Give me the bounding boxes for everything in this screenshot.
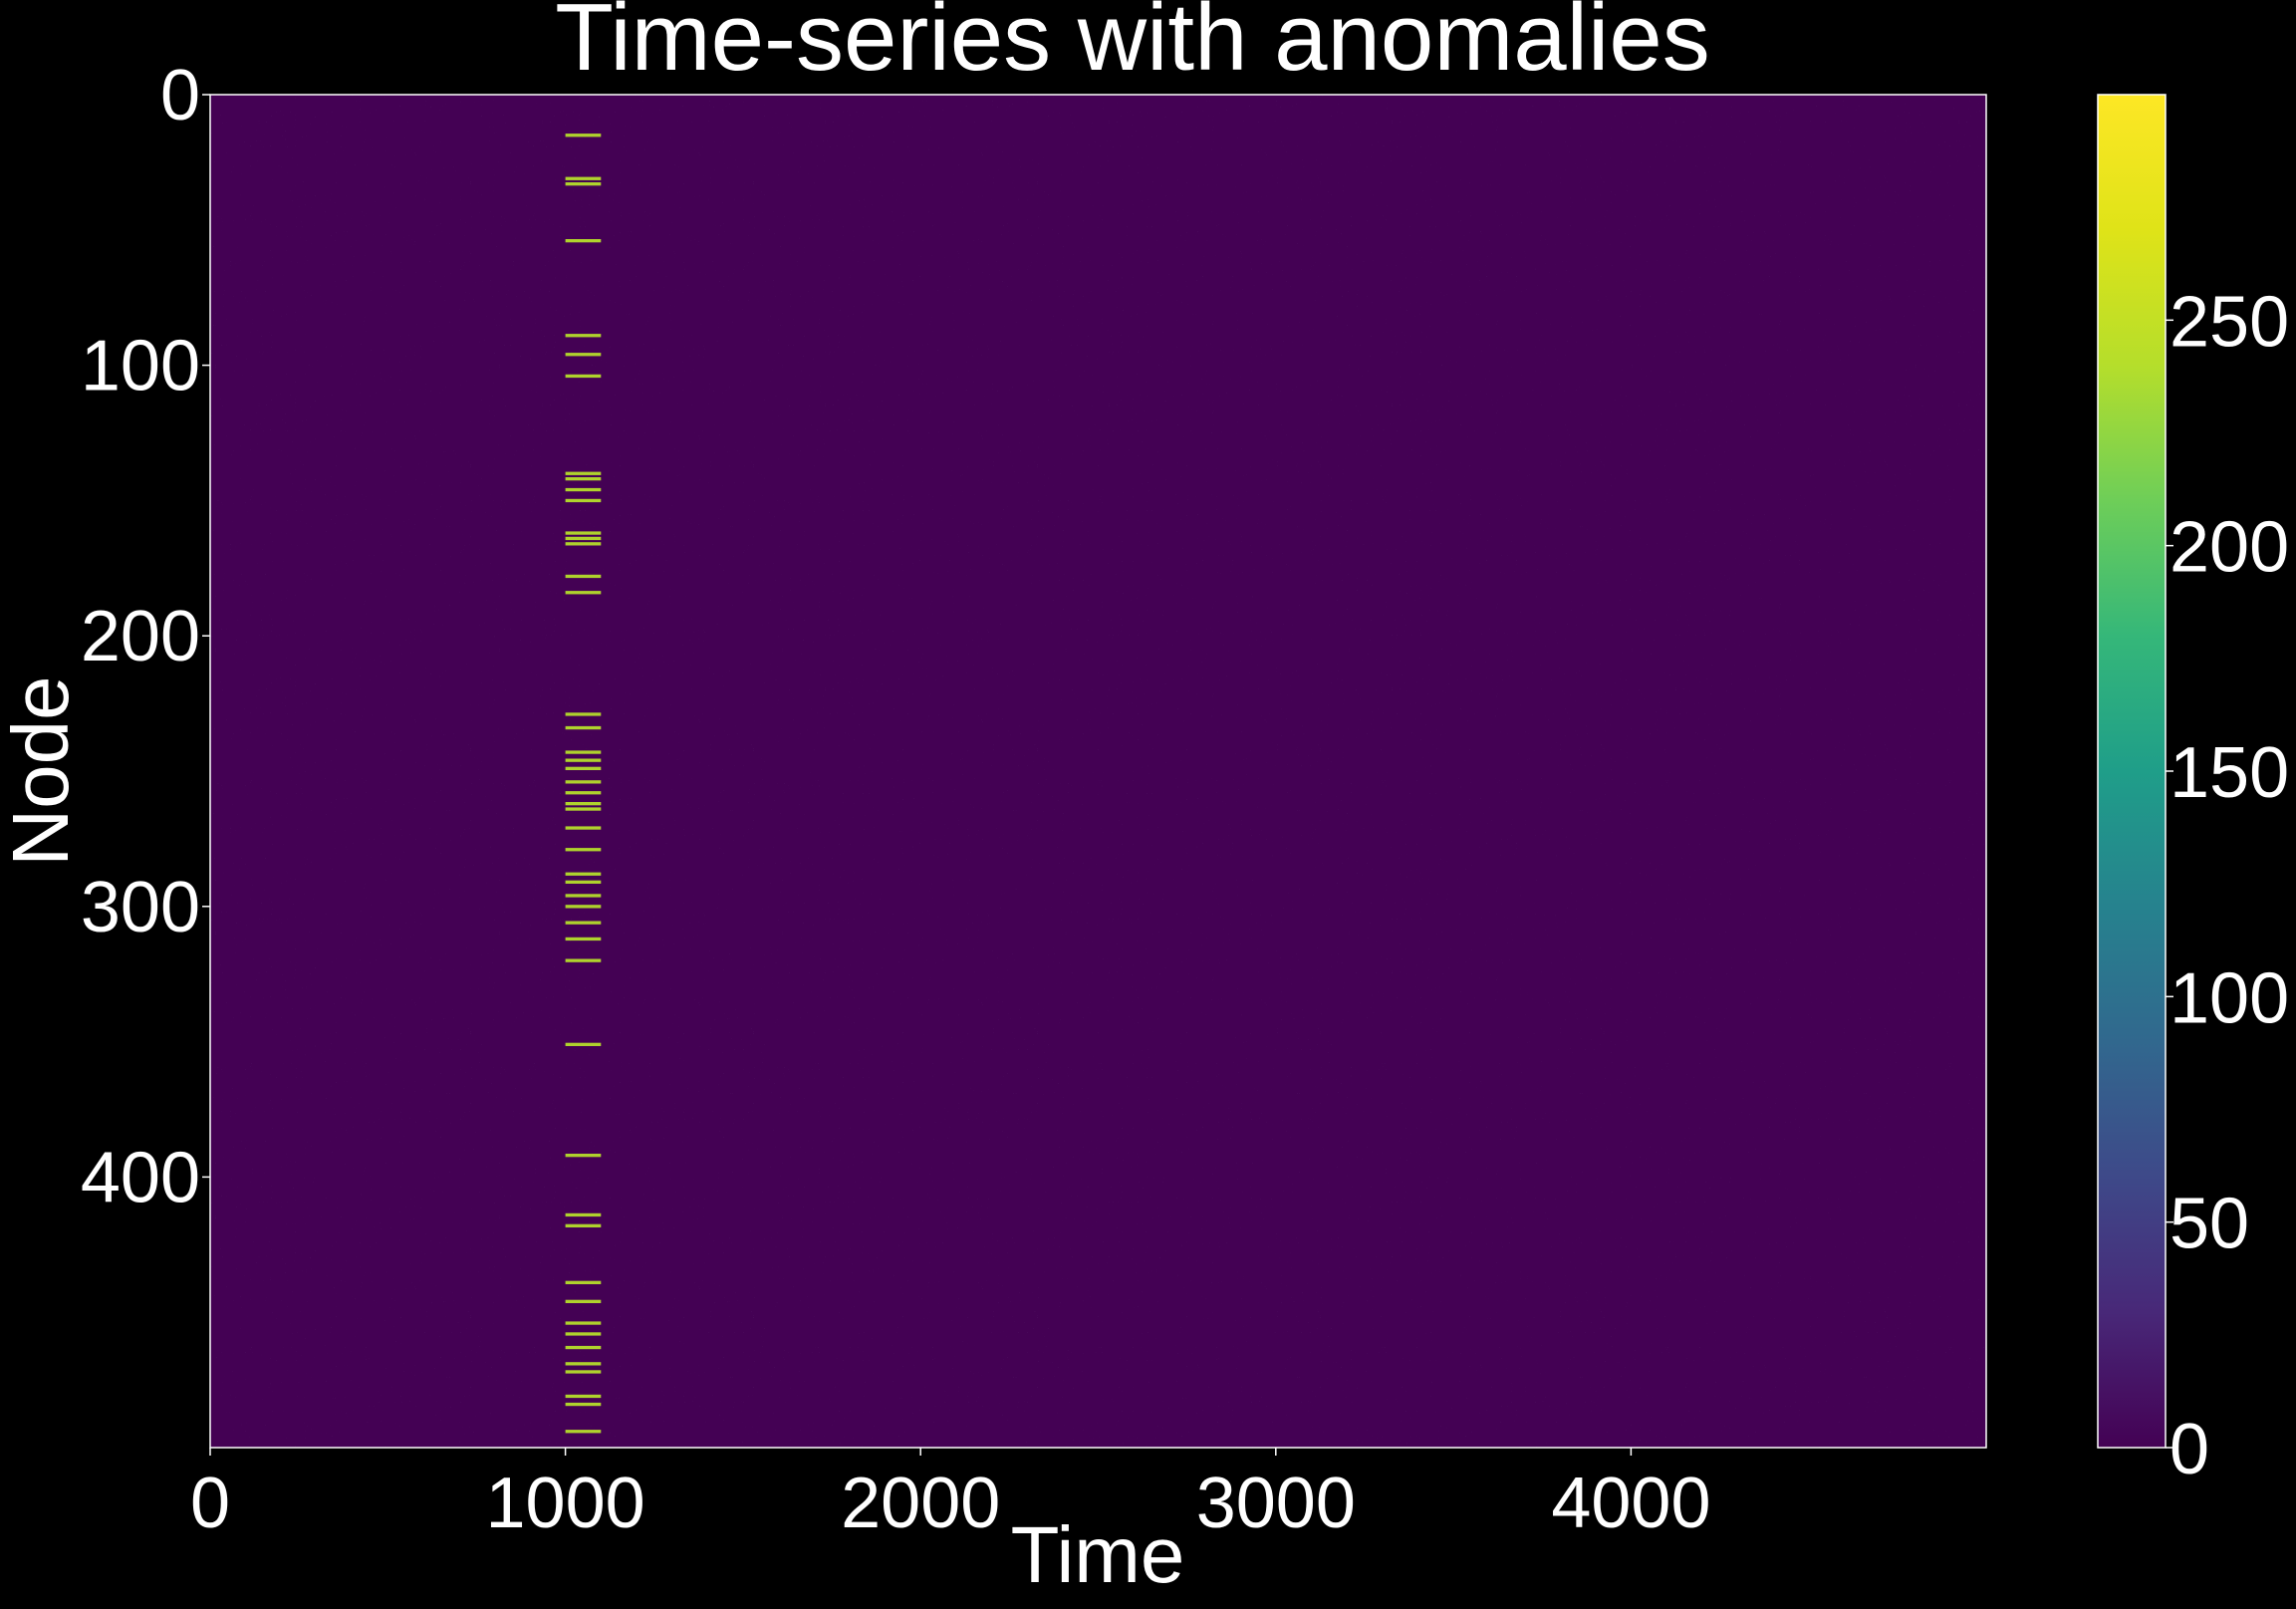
y-axis-label: Node bbox=[0, 675, 85, 866]
anomaly-line bbox=[565, 750, 602, 754]
anomaly-line bbox=[565, 1223, 602, 1227]
anomaly-line bbox=[565, 1345, 602, 1350]
anomaly-line bbox=[565, 1042, 602, 1046]
anomaly-line bbox=[565, 1212, 602, 1217]
anomaly-line bbox=[565, 498, 602, 503]
anomaly-line bbox=[565, 802, 602, 806]
plot-frame bbox=[209, 94, 1987, 1449]
anomaly-line bbox=[565, 780, 602, 784]
anomaly-line bbox=[565, 471, 602, 475]
anomaly-line bbox=[565, 1321, 602, 1325]
anomaly-line bbox=[565, 591, 602, 595]
colorbar-tick-label: 50 bbox=[2169, 1185, 2249, 1264]
anomaly-line bbox=[565, 477, 602, 481]
anomaly-line bbox=[565, 531, 602, 535]
anomaly-line bbox=[565, 872, 602, 876]
anomaly-line bbox=[565, 239, 602, 243]
x-tick-label: 4000 bbox=[1551, 1464, 1710, 1543]
y-tick-label: 100 bbox=[81, 327, 200, 406]
y-tick-label: 300 bbox=[81, 868, 200, 947]
heatmap-noise bbox=[210, 95, 1986, 1448]
plot-area bbox=[209, 94, 1987, 1449]
chart-title: Time-series with anomalies bbox=[555, 0, 1709, 91]
anomaly-line bbox=[565, 937, 602, 941]
anomaly-line bbox=[565, 1402, 602, 1407]
anomaly-line bbox=[565, 1430, 602, 1434]
anomaly-line bbox=[565, 1394, 602, 1399]
anomaly-line bbox=[565, 334, 602, 338]
anomaly-line bbox=[565, 176, 602, 180]
anomaly-line bbox=[565, 958, 602, 962]
colorbar-tick-label: 150 bbox=[2169, 733, 2289, 813]
anomaly-line bbox=[565, 1280, 602, 1284]
anomaly-line bbox=[565, 712, 602, 716]
anomaly-line bbox=[565, 848, 602, 852]
anomaly-layer bbox=[565, 134, 602, 1434]
y-tick-label: 400 bbox=[81, 1138, 200, 1217]
colorbar-tick-label: 0 bbox=[2169, 1410, 2209, 1489]
anomaly-line bbox=[565, 1370, 602, 1374]
anomaly-line bbox=[565, 758, 602, 762]
anomaly-line bbox=[565, 921, 602, 925]
x-tick-label: 3000 bbox=[1196, 1464, 1356, 1543]
colorbar-tick-label: 250 bbox=[2169, 282, 2289, 362]
anomaly-line bbox=[565, 807, 602, 811]
anomaly-line bbox=[565, 725, 602, 730]
anomaly-line bbox=[565, 766, 602, 770]
y-tick-label: 200 bbox=[81, 597, 200, 676]
colorbar-tick-label: 200 bbox=[2169, 508, 2289, 588]
anomaly-line bbox=[565, 374, 602, 379]
y-axis: 0 100 200 300 400 bbox=[81, 56, 210, 1217]
anomaly-line bbox=[565, 1362, 602, 1366]
anomaly-line bbox=[565, 182, 602, 186]
y-tick-label: 0 bbox=[160, 56, 200, 135]
anomaly-line bbox=[565, 880, 602, 884]
colorbar-tick-label: 100 bbox=[2169, 958, 2289, 1038]
x-tick-label: 2000 bbox=[841, 1464, 1000, 1543]
x-tick-label: 0 bbox=[190, 1464, 230, 1543]
colorbar-gradient bbox=[2097, 94, 2167, 1449]
x-tick-label: 1000 bbox=[486, 1464, 645, 1543]
anomaly-line bbox=[565, 134, 602, 137]
x-axis-label: Time bbox=[1011, 1510, 1185, 1599]
anomaly-line bbox=[565, 826, 602, 830]
anomaly-line bbox=[565, 487, 602, 492]
anomaly-line bbox=[565, 905, 602, 909]
anomaly-line bbox=[565, 353, 602, 357]
anomaly-line bbox=[565, 1154, 602, 1158]
anomaly-line bbox=[565, 542, 602, 546]
colorbar: 0 50 100 150 200 250 bbox=[2097, 94, 2289, 1489]
anomaly-line bbox=[565, 574, 602, 579]
anomaly-line bbox=[565, 1332, 602, 1336]
anomaly-line bbox=[565, 894, 602, 898]
colorbar-ticks: 0 50 100 150 200 250 bbox=[2166, 282, 2289, 1489]
anomaly-line bbox=[565, 1299, 602, 1303]
anomaly-line bbox=[565, 791, 602, 795]
anomaly-line bbox=[565, 536, 602, 541]
x-axis: 0 1000 2000 3000 4000 bbox=[190, 1448, 1710, 1543]
